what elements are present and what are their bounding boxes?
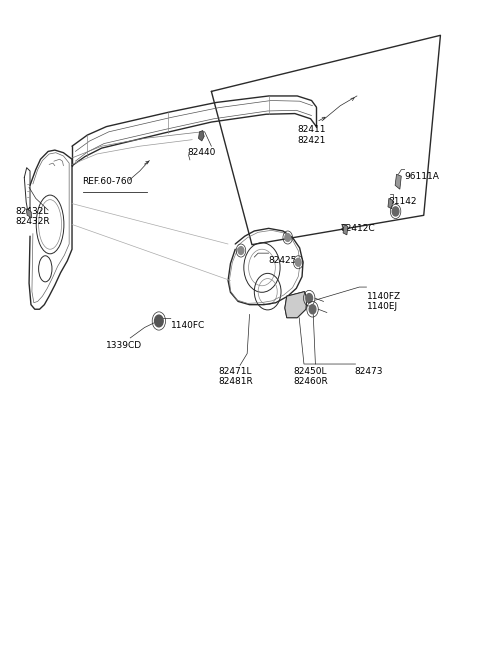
Circle shape	[309, 305, 316, 314]
Text: 82440: 82440	[188, 148, 216, 157]
Text: 82432L
82432R: 82432L 82432R	[16, 207, 50, 226]
Circle shape	[295, 258, 301, 266]
Text: 82412C: 82412C	[340, 225, 375, 233]
Circle shape	[306, 293, 312, 303]
Circle shape	[392, 207, 399, 216]
Polygon shape	[343, 225, 348, 235]
Text: 81142: 81142	[388, 197, 417, 206]
Polygon shape	[199, 130, 204, 141]
Polygon shape	[26, 209, 32, 218]
Polygon shape	[285, 291, 307, 318]
Text: 82450L
82460R: 82450L 82460R	[293, 367, 328, 386]
Text: 82425: 82425	[269, 255, 297, 265]
Text: 96111A: 96111A	[405, 172, 440, 181]
Text: REF.60-760: REF.60-760	[83, 178, 133, 187]
Text: 1140FC: 1140FC	[171, 321, 205, 330]
Polygon shape	[388, 198, 393, 209]
Polygon shape	[395, 174, 401, 189]
Text: 82471L
82481R: 82471L 82481R	[218, 367, 253, 386]
Text: 1339CD: 1339CD	[107, 341, 143, 350]
Circle shape	[238, 247, 244, 254]
Circle shape	[285, 234, 290, 242]
Text: 82411
82421: 82411 82421	[297, 125, 326, 145]
Text: 82473: 82473	[355, 367, 383, 375]
Circle shape	[155, 315, 163, 327]
Text: 1140FZ
1140EJ: 1140FZ 1140EJ	[366, 291, 401, 311]
